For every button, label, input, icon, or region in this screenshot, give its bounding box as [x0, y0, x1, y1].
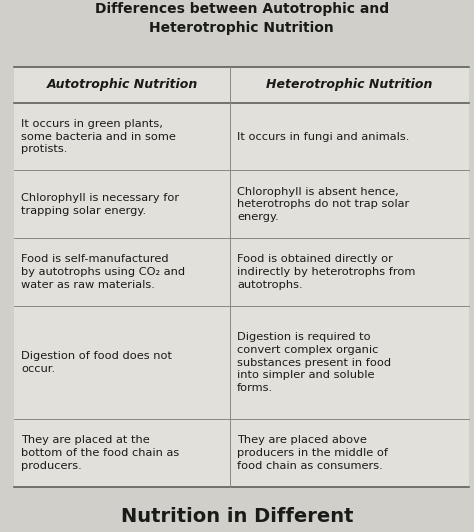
Text: Food is obtained directly or
indirectly by heterotrophs from
autotrophs.: Food is obtained directly or indirectly …: [237, 254, 415, 290]
Text: Nutrition in Different: Nutrition in Different: [121, 506, 353, 526]
Text: They are placed at the
bottom of the food chain as
producers.: They are placed at the bottom of the foo…: [21, 435, 180, 471]
FancyBboxPatch shape: [14, 66, 469, 487]
Text: It occurs in green plants,
some bacteria and in some
protists.: It occurs in green plants, some bacteria…: [21, 119, 176, 154]
Text: Differences between Autotrophic and
Heterotrophic Nutrition: Differences between Autotrophic and Hete…: [95, 2, 389, 35]
Text: Chlorophyll is absent hence,
heterotrophs do not trap solar
energy.: Chlorophyll is absent hence, heterotroph…: [237, 187, 409, 222]
Text: Autotrophic Nutrition: Autotrophic Nutrition: [46, 78, 198, 91]
Text: Heterotrophic Nutrition: Heterotrophic Nutrition: [266, 78, 433, 91]
Text: Digestion is required to
convert complex organic
substances present in food
into: Digestion is required to convert complex…: [237, 332, 391, 393]
Text: They are placed above
producers in the middle of
food chain as consumers.: They are placed above producers in the m…: [237, 435, 388, 471]
Text: Food is self-manufactured
by autotrophs using CO₂ and
water as raw materials.: Food is self-manufactured by autotrophs …: [21, 254, 185, 290]
Text: It occurs in fungi and animals.: It occurs in fungi and animals.: [237, 131, 410, 142]
Text: Digestion of food does not
occur.: Digestion of food does not occur.: [21, 351, 173, 374]
Text: Chlorophyll is necessary for
trapping solar energy.: Chlorophyll is necessary for trapping so…: [21, 193, 180, 216]
